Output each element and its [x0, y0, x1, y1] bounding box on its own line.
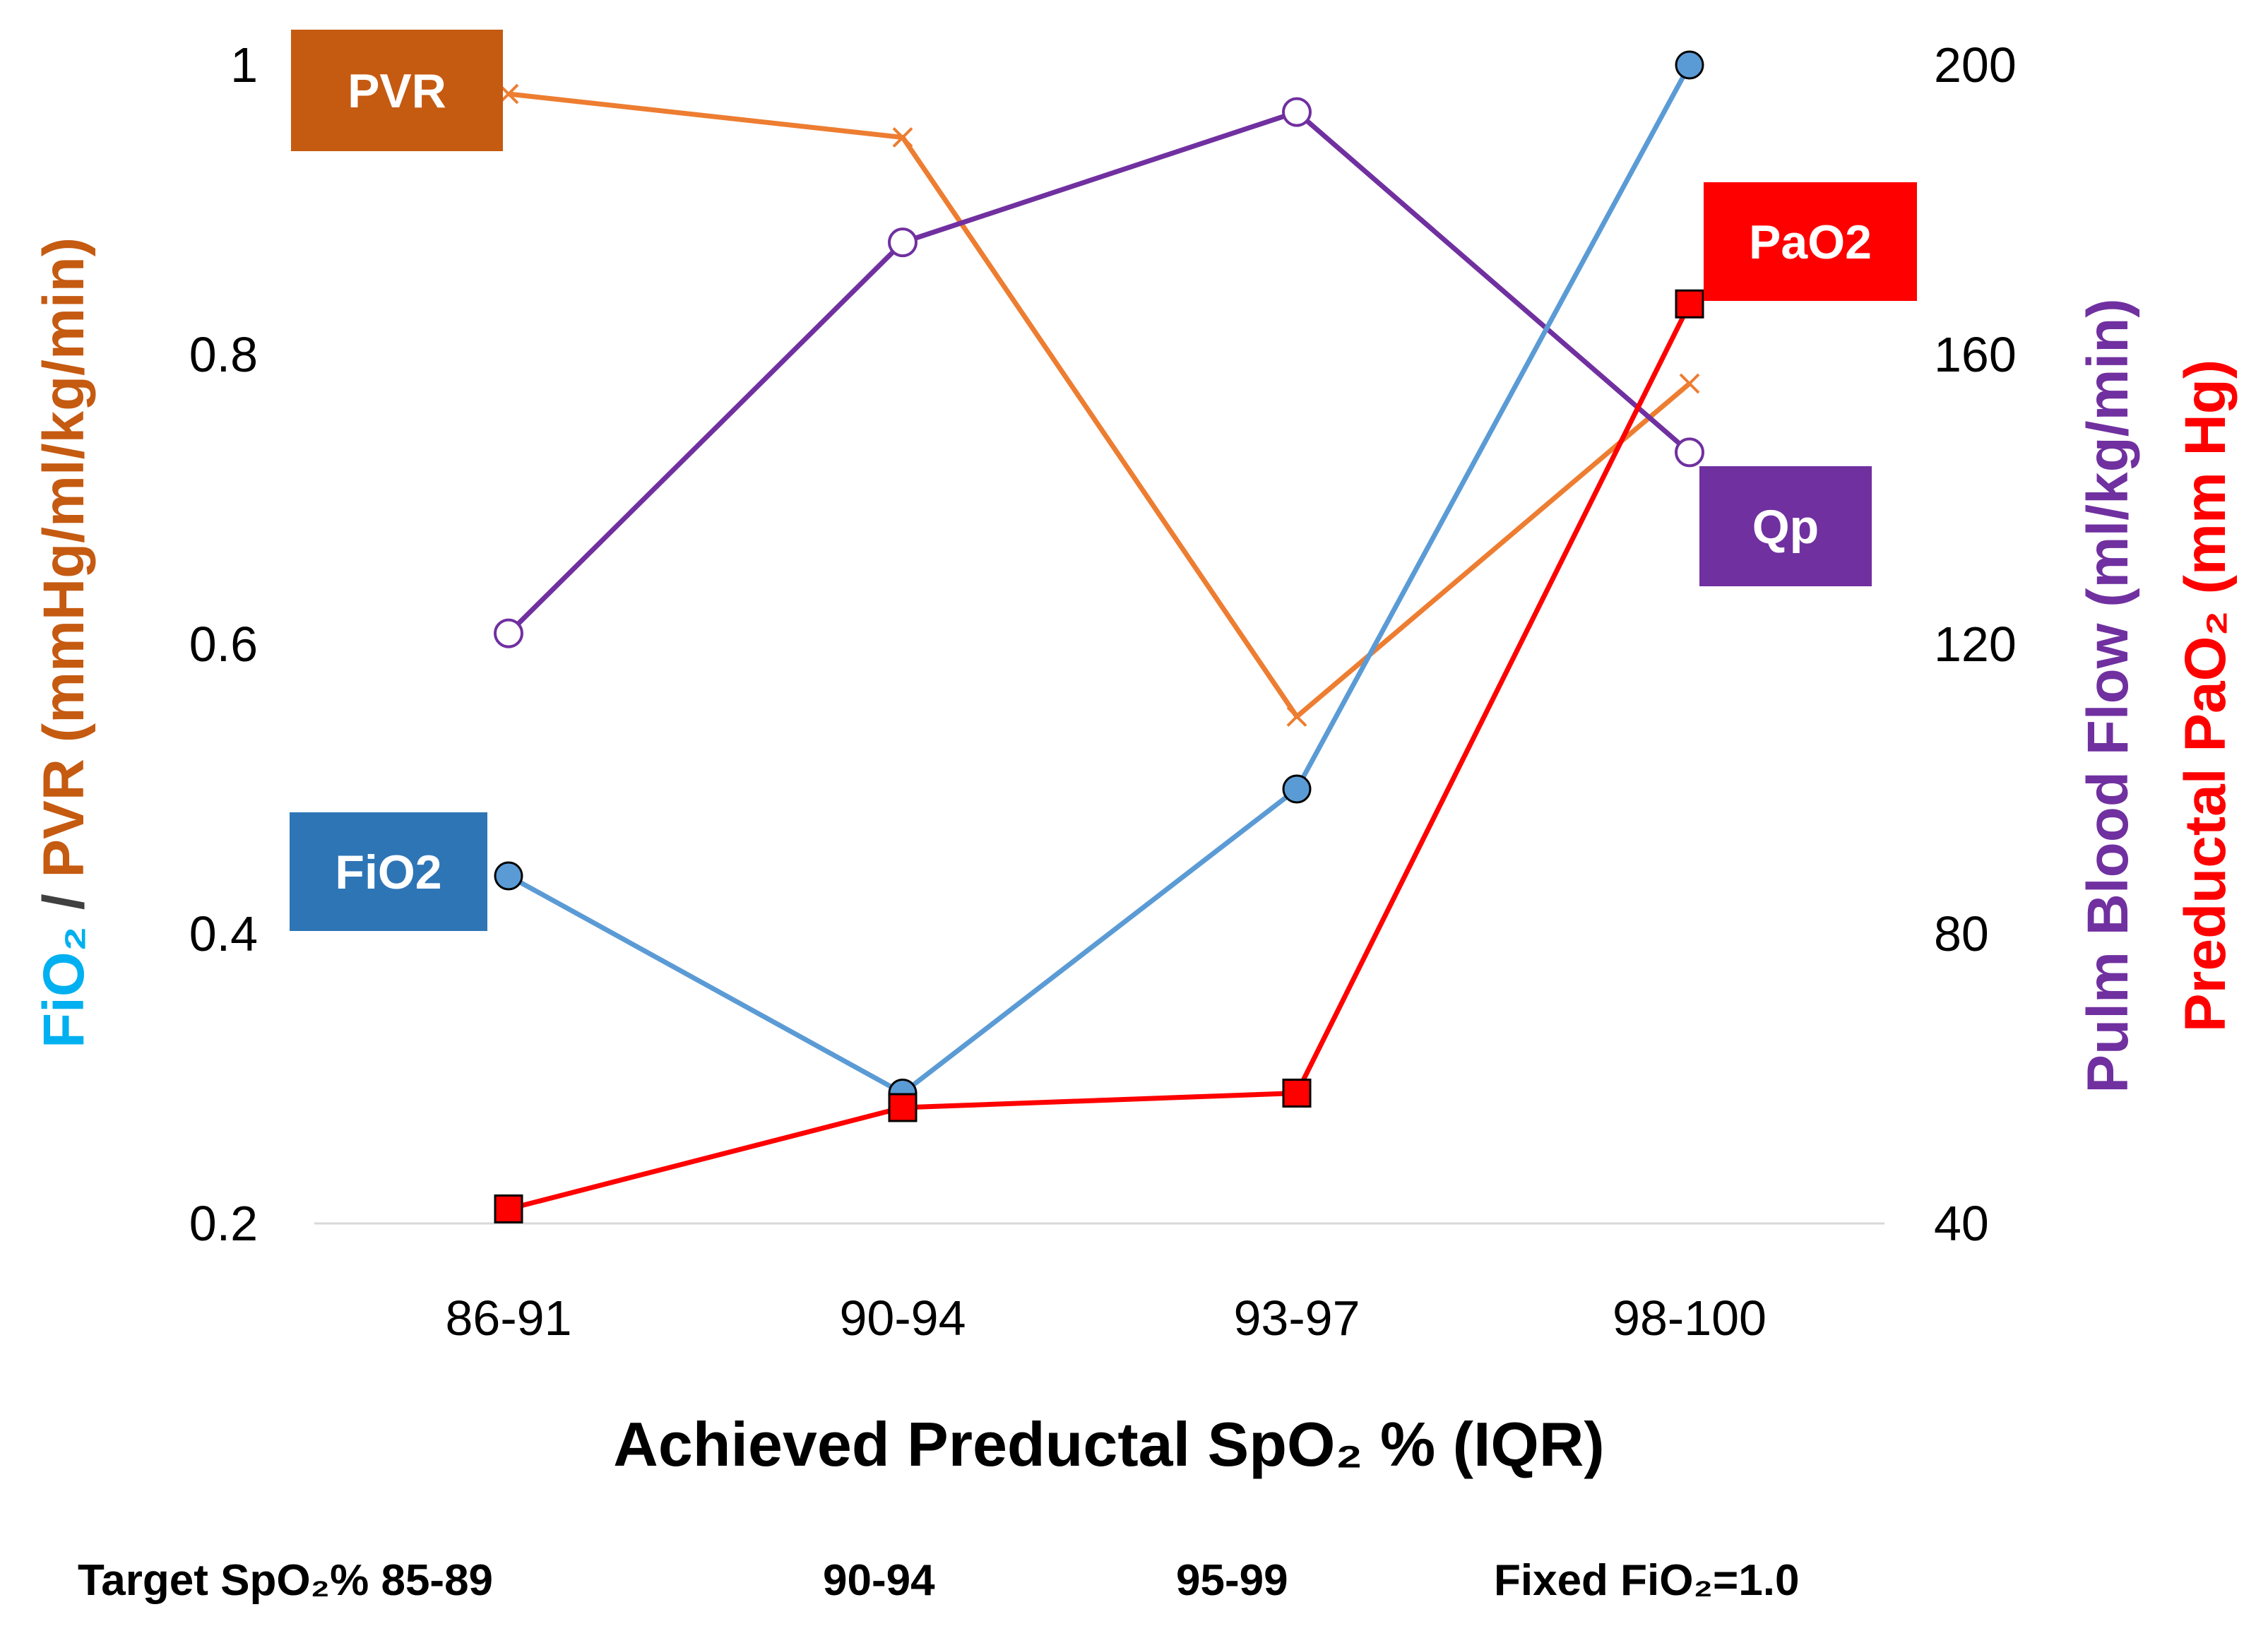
- plot-area: 0.2 0.4 0.6 0.8 1 40 80 120 160 200 86-91 90-94 93-9…: [32, 30, 2238, 1605]
- series-tag-box: [1704, 182, 1917, 301]
- marker-stroke: [892, 127, 913, 148]
- data-point-pao2: [888, 1093, 918, 1122]
- target-spo2-label: Fixed FiO₂=1.0: [1494, 1556, 1799, 1605]
- data-point-pao2: [494, 1194, 523, 1223]
- y-left-axis-title: FiO₂ / PVR (mmHg/ml/kg/min): [32, 237, 96, 1048]
- series-qp: [494, 97, 1704, 648]
- y-left-title-part: PVR (mmHg/ml/kg/min): [32, 237, 96, 878]
- data-point-pvr: [892, 127, 913, 148]
- y-right-tick-label: 40: [1934, 1196, 1989, 1251]
- data-point-pvr: [1286, 706, 1307, 727]
- target-spo2-label: Target SpO₂% 85-89: [78, 1556, 493, 1605]
- marker-stroke: [1679, 373, 1700, 394]
- y-right-tick-label: 160: [1934, 327, 2017, 382]
- series-line-fio2: [507, 64, 1692, 1096]
- y-right-title-part: Preductal PaO₂ (mm Hg): [2173, 360, 2238, 1032]
- y-left-title-part: FiO₂: [32, 926, 96, 1048]
- data-point-fio2: [1282, 774, 1312, 804]
- data-point-pao2: [1282, 1079, 1312, 1108]
- series-tag-qp: Qp: [1699, 466, 1872, 586]
- y-left-tick-label: 0.6: [189, 617, 258, 672]
- data-point-pao2: [1675, 289, 1704, 319]
- series-tag-label: Qp: [1752, 500, 1819, 554]
- series-fio2: [494, 50, 1704, 1108]
- y-right-title-part: Pulm Blood Flow (ml/kg/min): [2076, 298, 2140, 1093]
- marker-stroke: [1286, 706, 1307, 727]
- data-point-qp: [1282, 97, 1312, 127]
- data-point-qp: [494, 618, 523, 648]
- y-left-tick-label: 0.4: [189, 906, 258, 961]
- x-tick-label: 93-97: [1233, 1291, 1360, 1346]
- x-tick-label: 86-91: [445, 1291, 571, 1346]
- y-right-axis-title-qp: Pulm Blood Flow (ml/kg/min): [2076, 298, 2140, 1093]
- data-point-qp: [1675, 437, 1704, 468]
- x-tick-label: 98-100: [1613, 1291, 1767, 1346]
- y-right-tick-label: 120: [1934, 617, 2017, 672]
- series-line-pvr: [508, 91, 1692, 719]
- y-left-tick-label: 0.8: [189, 327, 258, 382]
- x-tick-label: 90-94: [839, 1291, 966, 1346]
- y-left-tick-label: 0.2: [189, 1196, 258, 1251]
- data-point-fio2: [494, 861, 523, 891]
- data-point-pvr: [1679, 373, 1700, 394]
- x-axis-title: Achieved Preductal SpO₂ % (IQR): [613, 1409, 1604, 1479]
- series-tag-fio2: FiO2: [290, 812, 487, 931]
- series-tag-box: [290, 812, 487, 931]
- y-right-axis-title-pao2: Preductal PaO₂ (mm Hg): [2173, 360, 2238, 1032]
- target-spo2-label: 90-94: [823, 1556, 935, 1605]
- y-left-tick-label: 1: [230, 37, 258, 93]
- series-pvr: [498, 83, 1700, 727]
- series-tag-label: PaO2: [1749, 215, 1872, 269]
- y-right-tick-label: 200: [1934, 37, 2017, 93]
- series-tag-box: [291, 30, 503, 151]
- series-line-qp: [506, 109, 1692, 636]
- target-spo2-label: 95-99: [1176, 1556, 1288, 1605]
- series-tag-label: FiO2: [335, 846, 441, 899]
- series-line-pao2: [508, 302, 1692, 1211]
- series-tag-box: [1699, 466, 1872, 586]
- data-point-fio2: [1675, 50, 1704, 80]
- series-tag-pvr: PVR: [291, 30, 503, 151]
- data-point-qp: [888, 227, 918, 258]
- series-pao2: [494, 289, 1704, 1223]
- y-left-title-part: /: [32, 878, 96, 926]
- series-tag-pao2: PaO2: [1704, 182, 1917, 301]
- series-tag-label: PVR: [348, 64, 446, 118]
- y-right-tick-label: 80: [1934, 906, 1989, 961]
